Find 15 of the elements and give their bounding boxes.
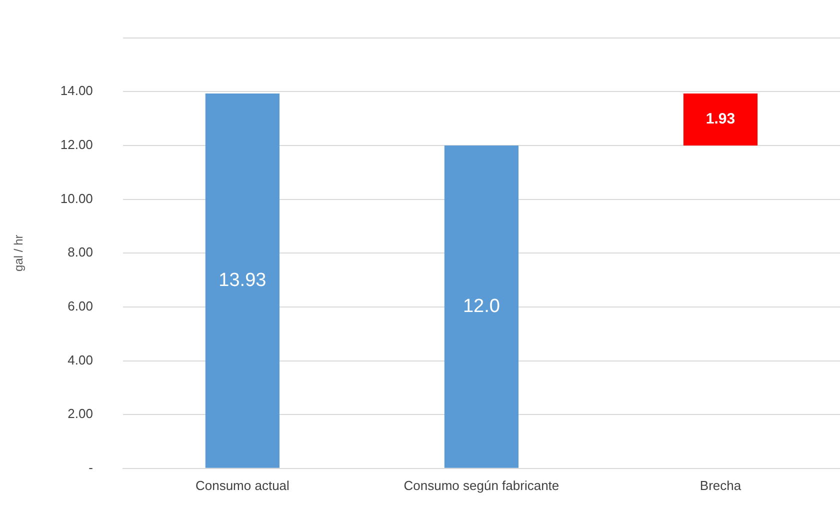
y-tick-label: 12.00 <box>60 137 93 152</box>
y-axis-title: gal / hr <box>12 234 26 272</box>
data-label: 13.93 <box>218 270 266 291</box>
x-tick-label: Consumo actual <box>195 478 290 493</box>
y-tick-label: 14.00 <box>60 83 93 98</box>
y-tick-label: - <box>88 460 93 475</box>
x-tick-label: Brecha <box>700 478 742 493</box>
y-tick-label: 2.00 <box>68 406 93 422</box>
x-tick-label: Consumo según fabricante <box>404 478 560 493</box>
y-tick-label: 10.00 <box>60 190 93 206</box>
y-tick-label: 4.00 <box>68 352 93 368</box>
y-tick-label: 6.00 <box>68 298 93 314</box>
y-tick-label: 8.00 <box>68 244 93 260</box>
data-label: 1.93 <box>706 110 736 128</box>
data-label: 12.0 <box>462 296 500 317</box>
